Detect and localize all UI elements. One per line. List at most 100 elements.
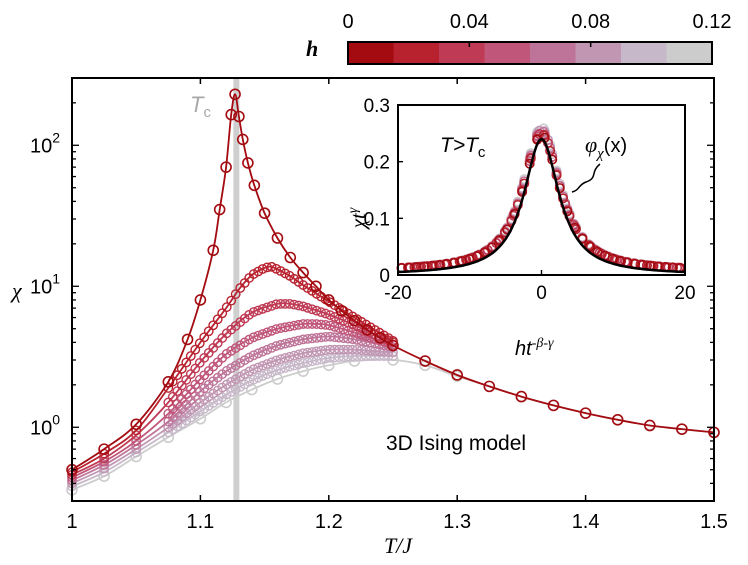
series-marker bbox=[266, 261, 277, 272]
series-marker bbox=[334, 323, 344, 333]
series-marker bbox=[248, 307, 259, 317]
series-marker bbox=[275, 364, 286, 375]
series-marker bbox=[483, 380, 496, 393]
series-marker bbox=[131, 436, 142, 446]
series-marker bbox=[253, 372, 264, 383]
series-marker bbox=[194, 294, 207, 306]
inset-marker bbox=[512, 199, 523, 210]
series-marker bbox=[335, 304, 348, 317]
series-marker bbox=[284, 298, 295, 309]
inset-ylabel-main: χt bbox=[346, 212, 370, 230]
series-marker bbox=[293, 349, 304, 360]
inset-scaling-function-curve bbox=[397, 137, 686, 274]
x-tick-label: 1.4 bbox=[572, 511, 600, 533]
series-marker bbox=[248, 332, 259, 343]
series-marker bbox=[262, 369, 273, 380]
series-marker bbox=[253, 330, 264, 341]
series-marker bbox=[419, 355, 431, 367]
series-marker bbox=[348, 314, 361, 327]
series-marker bbox=[207, 244, 220, 257]
colorbar-ticks: 0 0.04 0.08 0.12 bbox=[342, 11, 731, 47]
series-marker bbox=[266, 300, 277, 311]
inset-title: T>Tc bbox=[440, 134, 486, 161]
series-line bbox=[71, 93, 715, 471]
series-marker bbox=[284, 321, 295, 332]
series-marker bbox=[248, 364, 259, 375]
series-marker bbox=[284, 337, 295, 348]
series-marker bbox=[190, 344, 201, 355]
series-marker bbox=[280, 338, 291, 349]
series-marker bbox=[280, 353, 291, 363]
colorbar-tick-label: 0 bbox=[342, 11, 353, 33]
inset-label-pointer bbox=[571, 163, 601, 193]
colorbar-segment bbox=[439, 42, 485, 64]
y-tick-base: 10 bbox=[30, 417, 52, 439]
series-marker bbox=[374, 332, 386, 344]
y-axis-label: χ bbox=[10, 278, 23, 303]
series-marker bbox=[311, 305, 322, 316]
series-marker bbox=[248, 350, 259, 361]
series-marker bbox=[316, 307, 326, 318]
series-marker bbox=[297, 266, 309, 279]
series-marker bbox=[258, 207, 271, 219]
inset-marker bbox=[486, 242, 497, 253]
series-marker bbox=[302, 302, 313, 313]
series-marker bbox=[293, 335, 304, 346]
series-marker bbox=[329, 312, 340, 322]
x-ticks: 1 1.1 1.2 1.3 1.4 1.5 bbox=[66, 78, 728, 533]
series-marker bbox=[221, 302, 232, 313]
series bbox=[67, 298, 398, 480]
series-marker bbox=[316, 319, 326, 330]
series-marker bbox=[289, 360, 300, 371]
colorbar-segments bbox=[348, 42, 713, 64]
inset-axes: -20 0 20 00.10.20.3 T>Tc φχ(x) ht-β-γ χtγ bbox=[346, 96, 696, 360]
series-marker bbox=[257, 360, 268, 371]
series-marker bbox=[275, 323, 286, 334]
series-marker bbox=[266, 342, 277, 353]
inset-y-axis-label: χtγ bbox=[346, 207, 370, 230]
series-marker bbox=[181, 357, 192, 368]
colorbar: h 0 0.04 0.08 0.12 bbox=[306, 11, 731, 65]
series-marker bbox=[298, 358, 309, 369]
series bbox=[67, 261, 398, 478]
series-marker bbox=[307, 347, 318, 357]
inset-title-main: T>T bbox=[440, 134, 480, 157]
series-marker bbox=[271, 355, 282, 366]
series-marker bbox=[229, 88, 241, 101]
colorbar-segment bbox=[530, 42, 576, 64]
inset-marker bbox=[584, 241, 595, 252]
series-marker bbox=[320, 308, 331, 319]
series-marker bbox=[316, 345, 326, 356]
inset-x-axis-label: ht-β-γ bbox=[515, 336, 554, 360]
series-marker bbox=[311, 346, 322, 357]
inset-phi: φ bbox=[585, 132, 597, 157]
series-marker bbox=[248, 179, 261, 192]
series-marker bbox=[338, 315, 349, 326]
main-plot-frame bbox=[71, 77, 715, 502]
inset-x-ticks: -20 0 20 bbox=[384, 270, 696, 304]
inset-x-tick-label: 20 bbox=[674, 283, 695, 304]
inset-y-tick-label: 0 bbox=[379, 266, 390, 287]
colorbar-segment bbox=[666, 42, 713, 64]
series-marker bbox=[325, 310, 335, 320]
series-marker bbox=[275, 354, 286, 365]
x-tick-label: 1.1 bbox=[186, 511, 214, 533]
series-marker bbox=[547, 399, 560, 412]
inset-phi-arg: (x) bbox=[604, 135, 627, 157]
series-marker bbox=[220, 161, 232, 173]
colorbar-tick-label: 0.04 bbox=[450, 11, 489, 33]
y-tick-label: 102 bbox=[30, 129, 60, 157]
model-annotation: 3D Ising model bbox=[386, 432, 526, 455]
series-marker bbox=[289, 350, 300, 361]
colorbar-tick-label: 0.08 bbox=[571, 11, 610, 33]
series-marker bbox=[176, 363, 187, 374]
series-marker bbox=[293, 359, 304, 370]
tc-label-main: T bbox=[190, 92, 205, 117]
inset-marker bbox=[583, 240, 594, 251]
colorbar-segment bbox=[621, 42, 667, 64]
series-marker bbox=[226, 295, 237, 306]
x-tick-label: 1.2 bbox=[315, 511, 343, 533]
series-line bbox=[71, 322, 394, 479]
series-marker bbox=[320, 319, 331, 330]
